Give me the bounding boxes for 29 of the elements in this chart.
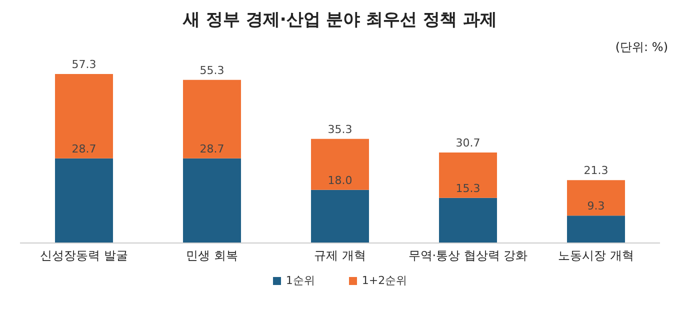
data-label: 18.0 bbox=[328, 174, 352, 187]
legend-label: 1순위 bbox=[284, 273, 315, 288]
x-tick-label: 노동시장 개혁 bbox=[558, 248, 634, 263]
text: (단위: %) bbox=[614, 39, 668, 56]
x-tick-label: 신성장동력 발굴 bbox=[40, 248, 128, 263]
bar bbox=[567, 180, 625, 216]
bar bbox=[55, 158, 113, 243]
data-label: 28.7 bbox=[72, 142, 96, 156]
bar bbox=[183, 158, 241, 243]
bar bbox=[311, 190, 369, 243]
total-label: 30.7 bbox=[456, 136, 480, 150]
bar bbox=[311, 138, 369, 190]
chart-title: 새 정부 경제·산업 분야 최우선 정책 과제 bbox=[182, 9, 498, 31]
bar bbox=[567, 216, 625, 243]
total-label: 55.3 bbox=[200, 64, 224, 77]
data-label: 15.3 bbox=[456, 182, 480, 195]
bar bbox=[439, 152, 497, 198]
legend-label: 1+2순위 bbox=[360, 273, 408, 288]
x-tick-label: 규제 개혁 bbox=[314, 248, 366, 263]
bar bbox=[55, 74, 113, 158]
data-label: 28.7 bbox=[200, 142, 224, 156]
bar bbox=[183, 80, 241, 158]
x-tick-label: 무역·통상 협상력 강화 bbox=[408, 248, 528, 263]
total-label: 35.3 bbox=[328, 122, 352, 136]
data-label: 9.3 bbox=[587, 200, 605, 213]
x-tick-label: 민생 회복 bbox=[186, 248, 238, 263]
total-label: 57.3 bbox=[72, 58, 96, 71]
total-label: 21.3 bbox=[584, 164, 608, 178]
bar bbox=[439, 198, 497, 243]
